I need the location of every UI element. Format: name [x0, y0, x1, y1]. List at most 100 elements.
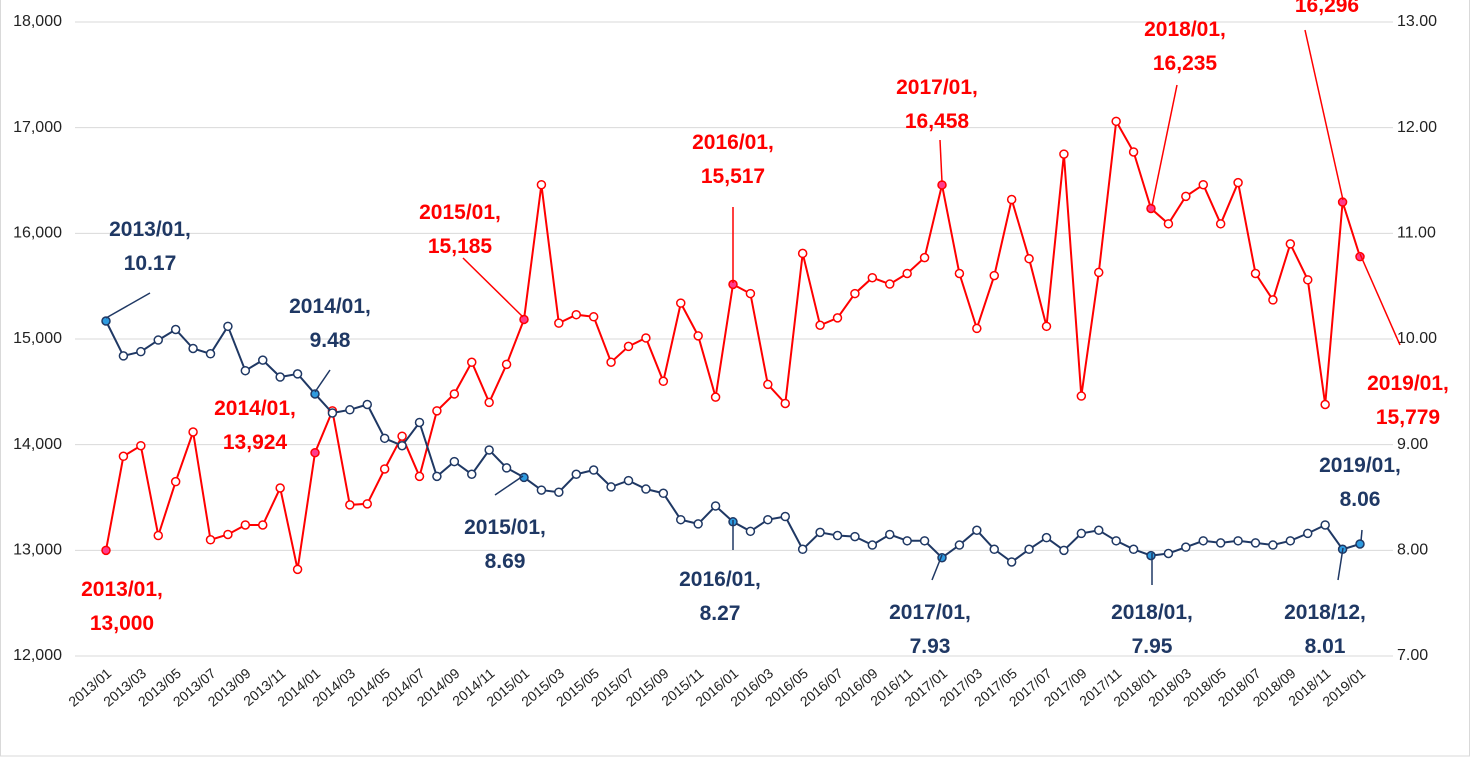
data-point [954, 268, 965, 279]
data-point [275, 372, 285, 382]
data-point [240, 520, 251, 530]
data-point [1041, 321, 1052, 332]
data-point [467, 357, 477, 367]
data-point [1181, 542, 1191, 552]
data-point [763, 379, 773, 390]
data-label: 2015/01, 8.69 [464, 516, 546, 573]
data-label: 2018/12, 8.01 [1284, 601, 1366, 658]
data-point [484, 445, 494, 455]
data-point [1198, 536, 1208, 546]
data-point [1006, 194, 1017, 205]
data-point [205, 535, 216, 545]
data-point [345, 500, 355, 510]
data-point [1059, 149, 1069, 159]
data-point [1198, 179, 1208, 190]
data-point [432, 406, 442, 416]
data-point [797, 544, 808, 555]
data-point [885, 529, 895, 540]
data-label: 2013/01, 13,000 [81, 578, 163, 635]
data-point [850, 288, 860, 299]
data-point [1059, 545, 1069, 556]
data-point [850, 531, 860, 542]
data-point [170, 476, 181, 487]
data-point [606, 357, 616, 367]
data-point [571, 309, 581, 320]
data-point [641, 333, 651, 343]
data-point [1285, 536, 1296, 546]
data-label: 2016/01, 15,517 [692, 131, 774, 188]
data-point [710, 501, 721, 511]
data-label: 2017/01, 7.93 [889, 601, 971, 658]
data-point [554, 318, 564, 328]
data-point [780, 398, 790, 409]
data-point [693, 331, 703, 341]
data-label: 2015/01, 15,185 [419, 201, 501, 258]
y2-tick-label: 9.00 [1397, 436, 1428, 453]
data-point [937, 180, 947, 190]
label-leader [931, 554, 943, 581]
label-leader [462, 257, 524, 318]
data-point [1076, 391, 1087, 401]
data-point [362, 399, 372, 410]
data-point [919, 536, 930, 546]
data-point [554, 487, 564, 497]
data-point [1250, 268, 1261, 279]
y2-tick-label: 12.00 [1397, 119, 1437, 136]
data-point [362, 499, 372, 509]
data-point [310, 389, 320, 399]
data-point [258, 520, 268, 530]
data-point [101, 316, 111, 326]
label-leader [1304, 29, 1344, 201]
data-point [676, 298, 686, 308]
data-point [101, 545, 111, 556]
data-point [1268, 540, 1278, 550]
data-point [745, 288, 756, 299]
data-point [467, 469, 477, 480]
data-point [153, 335, 163, 345]
data-point [536, 179, 547, 190]
data-point [258, 355, 268, 365]
data-point [867, 540, 878, 550]
data-point [588, 312, 599, 322]
y-tick-label: 15,000 [13, 330, 62, 347]
data-point [972, 323, 982, 334]
data-point [397, 440, 407, 451]
data-point [414, 417, 425, 428]
data-point [188, 343, 198, 354]
data-point [1094, 267, 1104, 278]
data-point [1268, 295, 1278, 305]
data-point [710, 392, 721, 402]
data-point [1041, 532, 1052, 543]
data-point [1285, 239, 1296, 249]
data-point [501, 463, 512, 473]
data-point [902, 268, 912, 279]
data-point [1076, 528, 1087, 539]
data-point [275, 483, 285, 493]
data-point [832, 530, 843, 541]
data-point [1233, 177, 1243, 188]
data-point [1215, 219, 1226, 229]
data-point [170, 324, 181, 335]
y2-tick-label: 7.00 [1397, 647, 1428, 664]
data-point [972, 525, 982, 536]
data-point [345, 405, 355, 415]
data-point [1128, 147, 1139, 157]
data-point [223, 529, 233, 540]
y-tick-label: 18,000 [13, 13, 62, 30]
data-point [1303, 275, 1313, 285]
data-point [1024, 544, 1034, 555]
data-point [501, 359, 512, 370]
data-point [1111, 536, 1121, 546]
data-point [240, 365, 251, 376]
label-leader [494, 475, 524, 496]
data-point [1094, 525, 1104, 536]
data-point [606, 482, 616, 492]
data-point [519, 314, 529, 325]
y2-tick-label: 8.00 [1397, 542, 1428, 559]
data-point [1233, 536, 1243, 546]
data-point [1024, 253, 1034, 264]
data-label: 2019/01, 8.06 [1319, 454, 1401, 511]
data-point [136, 440, 146, 451]
data-point [223, 321, 233, 332]
